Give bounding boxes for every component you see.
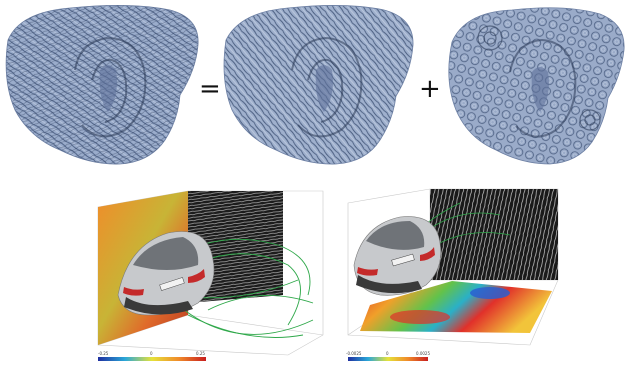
surface-lic-full bbox=[5, 5, 199, 165]
colorbar bbox=[98, 357, 206, 361]
colorbar-tick-min: -0.0025 bbox=[346, 351, 362, 356]
colorbar-tick-min: -0.25 bbox=[98, 351, 109, 356]
colorbar bbox=[348, 357, 428, 361]
ear-ridge bbox=[74, 36, 147, 138]
vortex-swirls bbox=[477, 25, 601, 131]
streak-wall bbox=[430, 189, 558, 280]
surface-lic-component-b bbox=[448, 7, 625, 165]
ear-ridge bbox=[509, 38, 577, 138]
car-flow-visualization-left: -0.25 0 0.25 bbox=[97, 190, 324, 361]
colorbar-tick-mid: 0 bbox=[150, 351, 153, 356]
car-rear bbox=[117, 231, 215, 316]
car-flow-visualization-right: -0.0025 0 0.0025 bbox=[346, 188, 559, 361]
car-rear bbox=[353, 216, 441, 296]
surface-lic-component-a bbox=[223, 5, 414, 165]
ear-ridge bbox=[291, 36, 363, 138]
colorbar-tick-max: 0.0025 bbox=[416, 351, 430, 356]
plus-sign: + bbox=[419, 74, 441, 104]
colorbar-tick-max: 0.25 bbox=[196, 351, 205, 356]
equals-sign: = bbox=[199, 74, 221, 104]
colorbar-tick-mid: 0 bbox=[386, 351, 389, 356]
